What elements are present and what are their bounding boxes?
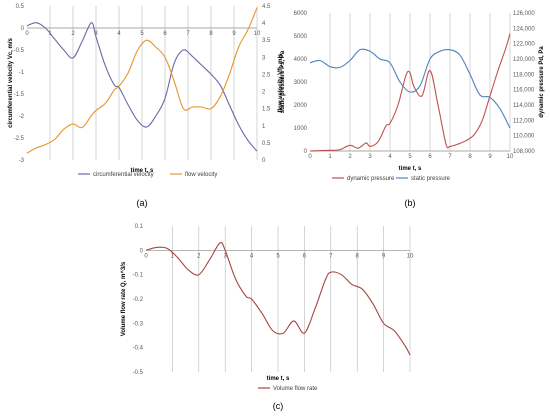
legend-label: circumferential velocity	[93, 172, 154, 178]
y-left-tick-label: -2.5	[14, 136, 25, 142]
y-right-tick-label: 118,000	[513, 72, 535, 78]
y-left-tick-label: -3	[19, 158, 25, 164]
x-tick-label: 5	[140, 31, 144, 37]
y-left-tick-label: 4000	[294, 57, 308, 63]
x-tick-label: 3	[368, 154, 372, 160]
x-tick-label: 8	[209, 31, 213, 37]
x-tick-label: 2	[71, 31, 75, 37]
panel-b-chart: 0 1 2 3 4 5 6 7 8 9 10 6000 5000 4000 3000 2000 1000 0 126…	[280, 11, 545, 208]
y-right-tick-label: 4.5	[262, 4, 271, 10]
series-line-flow-velocity	[26, 7, 258, 154]
x-tick-label: 1	[328, 154, 332, 160]
x-tick-label: 10	[507, 154, 514, 160]
y-right-tick-label: 110,000	[513, 134, 535, 140]
y-right-tick-label: 1.5	[262, 107, 271, 113]
legend-label: static pressure	[411, 176, 451, 182]
y-right-tick-label: 2.5	[262, 72, 271, 78]
x-tick-label: 4	[250, 253, 254, 259]
y-right-tick-label: 108,000	[513, 149, 535, 155]
x-tick-label: 0	[144, 253, 148, 259]
y-right-tick-label: 120,000	[513, 57, 535, 63]
y-left-tick-label: 6000	[294, 11, 308, 17]
series-line-static-pressure	[309, 48, 511, 129]
y-left-tick-label: -0.2	[133, 297, 144, 303]
x-tick-label: 2	[197, 253, 201, 259]
legend-label: flow velocity	[185, 172, 217, 178]
y-left-tick-label: -2	[19, 114, 25, 120]
x-tick-label: 10	[407, 253, 414, 259]
y-left-tick-label: 0.5	[16, 4, 25, 10]
y-left-axis-label: static pressure Ps, Pa	[280, 50, 286, 113]
y-right-tick-label: 126,000	[513, 11, 535, 17]
x-tick-label: 6	[163, 31, 167, 37]
y-left-tick-label: 2000	[294, 103, 308, 109]
x-tick-label: 10	[254, 31, 261, 37]
x-tick-label: 3	[94, 31, 98, 37]
y-left-tick-label: 5000	[294, 34, 308, 40]
y-right-tick-label: 3	[262, 55, 266, 61]
y-left-tick-label: -1	[19, 70, 25, 76]
y-right-axis-label: dynamic pressure Pd, Pa	[539, 46, 545, 118]
x-tick-label: 8	[468, 154, 472, 160]
x-tick-label: 0	[308, 154, 312, 160]
panel-a-chart: 0 1 2 3 4 5 6 7 8 9 10 0.5 0 -0.5 -1 -1.5 -2 -2.5 -3 4.5 4 3.…	[8, 4, 284, 208]
y-left-tick-label: 3000	[294, 80, 308, 86]
y-left-axis-label: circumferential velocity Vc, m/s	[8, 37, 14, 127]
x-axis-label: time t, s	[267, 376, 290, 382]
y-left-tick-label: -0.5	[133, 370, 144, 376]
legend-label: Volume flow rate	[273, 386, 318, 392]
y-right-tick-label: 0	[262, 158, 266, 164]
y-right-tick-label: 3.5	[262, 38, 271, 44]
series-line-dynamic-pressure	[309, 33, 511, 152]
y-left-tick-label: 0	[140, 248, 144, 254]
panel-label: (a)	[137, 198, 148, 208]
x-tick-label: 6	[303, 253, 307, 259]
y-right-tick-label: 2	[262, 90, 266, 96]
x-tick-label: 7	[448, 154, 452, 160]
legend-label: dynamic pressure	[347, 176, 395, 182]
x-axis-label: time t, s	[131, 168, 154, 174]
y-left-tick-label: 0.1	[135, 224, 144, 230]
y-left-tick-label: 1000	[294, 126, 308, 132]
y-right-tick-label: 116,000	[513, 88, 535, 94]
x-tick-label: 7	[329, 253, 333, 259]
x-tick-label: 7	[186, 31, 190, 37]
series-line-volume-flow-rate	[145, 242, 411, 356]
y-left-tick-label: -0.3	[133, 321, 144, 327]
y-right-tick-label: 4	[262, 21, 266, 27]
y-right-tick-label: 122,000	[513, 42, 535, 48]
x-tick-label: 4	[117, 31, 121, 37]
x-tick-label: 5	[276, 253, 280, 259]
y-right-tick-label: 124,000	[513, 26, 535, 32]
x-tick-label: 8	[356, 253, 360, 259]
x-tick-label: 6	[428, 154, 432, 160]
y-left-tick-label: 0	[21, 26, 25, 32]
panel-c-chart: 0 1 2 3 4 5 6 7 8 9 10 0.1 0 -0.1 -0.2 -0.3 -0.4 -0.5 Volu…	[121, 224, 414, 411]
y-left-tick-label: -0.1	[133, 273, 144, 279]
x-tick-label: 1	[171, 253, 175, 259]
x-axis-label: time t, s	[399, 166, 422, 172]
x-tick-label: 9	[232, 31, 236, 37]
x-tick-label: 9	[488, 154, 492, 160]
y-left-tick-label: -1.5	[14, 92, 25, 98]
x-tick-label: 3	[224, 253, 228, 259]
y-left-tick-label: -0.4	[133, 346, 144, 352]
x-tick-label: 5	[408, 154, 412, 160]
y-right-tick-label: 1	[262, 124, 266, 130]
panel-label: (b)	[405, 198, 416, 208]
x-tick-label: 0	[25, 31, 29, 37]
y-right-tick-label: 112,000	[513, 118, 535, 124]
series-line-circumferential-velocity	[26, 22, 258, 152]
x-tick-label: 9	[382, 253, 386, 259]
panel-label: (c)	[273, 401, 284, 411]
y-left-tick-label: -0.5	[14, 48, 25, 54]
x-tick-label: 4	[388, 154, 392, 160]
x-tick-label: 2	[348, 154, 352, 160]
y-right-tick-label: 0.5	[262, 141, 271, 147]
y-left-tick-label: 0	[304, 149, 308, 155]
y-right-tick-label: 114,000	[513, 103, 535, 109]
y-left-axis-label: Volume flow rate Q, m^3/s	[121, 261, 127, 336]
y-right-axis-label: flow velocity Vfl, m/s	[278, 53, 284, 113]
